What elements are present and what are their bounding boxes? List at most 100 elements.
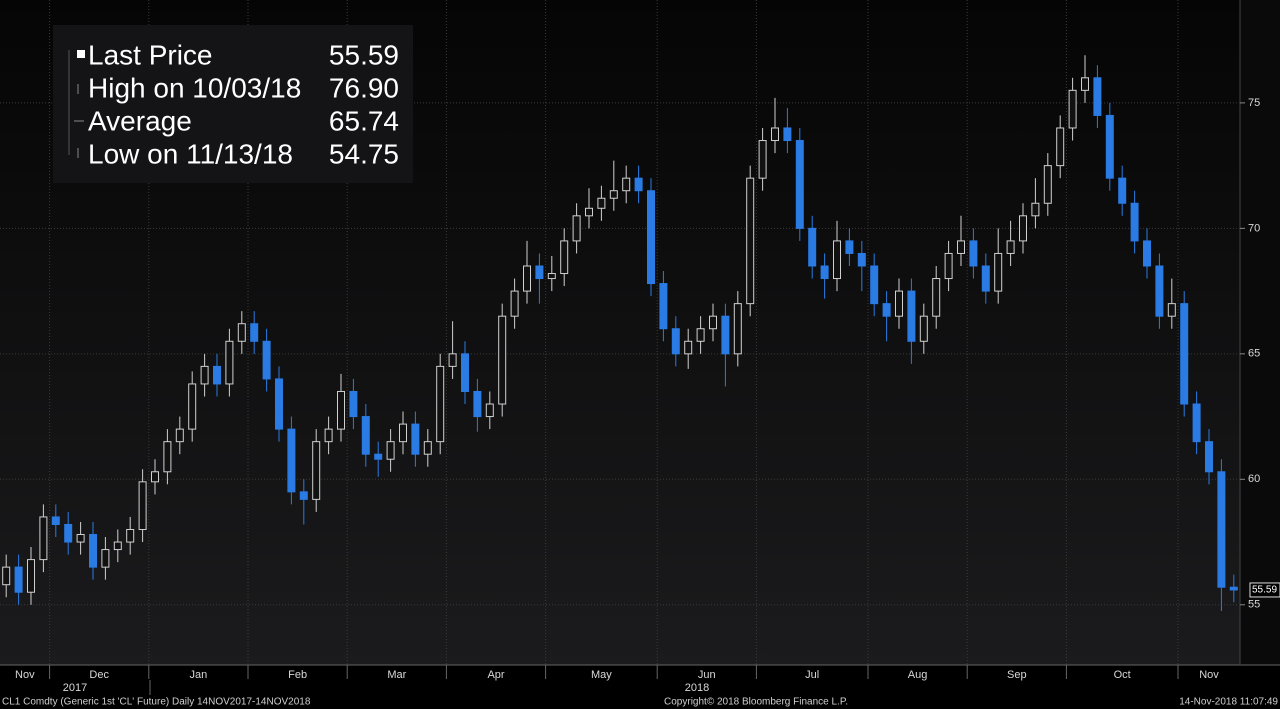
candle-body (795, 140, 804, 229)
candle-body (758, 140, 767, 179)
candle-body (535, 265, 544, 280)
legend-label: Low on 11/13/18 (88, 138, 293, 169)
candle-body (1019, 215, 1027, 242)
candle-body (39, 516, 48, 561)
candle-body (386, 441, 395, 460)
footer-left: CL1 Comdty (Generic 1st 'CL' Future) Dai… (2, 697, 311, 708)
candle-body (337, 390, 345, 430)
candle-body (783, 127, 792, 142)
y-tick-label: 55 (1248, 599, 1260, 611)
candle-body (771, 127, 779, 142)
candle-body (1081, 77, 1089, 91)
candle-body (461, 353, 469, 392)
candle-body (1143, 240, 1151, 267)
x-tick-label: Sep (1007, 669, 1027, 681)
candle-body (312, 441, 321, 500)
candle-body (250, 323, 259, 342)
candle-body (981, 265, 990, 292)
legend-label: High on 10/03/18 (88, 72, 301, 103)
candle-body (423, 441, 432, 455)
candle-body (895, 290, 903, 317)
candles (2, 55, 1238, 612)
candle-body (498, 315, 507, 405)
x-tick-label: Nov (15, 669, 35, 681)
y-tick-label: 60 (1248, 473, 1260, 485)
footer-center: Copyright© 2018 Bloomberg Finance L.P. (664, 697, 848, 708)
candle-body (262, 340, 271, 380)
legend-icon (77, 50, 85, 58)
candle-body (609, 190, 618, 199)
candle-body (1105, 114, 1114, 179)
candle-body (1068, 89, 1077, 129)
footer-right: 14-Nov-2018 11:07:49 (1179, 697, 1278, 708)
candle-body (1130, 202, 1139, 242)
candle-body (76, 534, 85, 543)
candle-body (696, 328, 705, 342)
candle-body (2, 566, 11, 586)
candle-body (64, 523, 73, 543)
candle-body (411, 423, 420, 455)
candle-body (448, 353, 457, 367)
candle-body (969, 240, 978, 267)
x-tick-label: Nov (1199, 669, 1219, 681)
candle-body (709, 315, 717, 330)
candle-body (1192, 403, 1201, 443)
candle-body (1217, 471, 1226, 588)
candle-body (151, 471, 159, 483)
candle-body (560, 240, 569, 275)
candle-body (1118, 177, 1127, 204)
candle-body (188, 383, 197, 430)
candle-body (374, 453, 383, 460)
candle-body (101, 549, 110, 568)
candle-body (597, 197, 606, 209)
legend-value: 65.74 (329, 105, 399, 136)
candle-body (957, 240, 965, 254)
legend-value: 54.75 (329, 138, 399, 169)
x-tick-label: Apr (487, 669, 504, 681)
y-tick-label: 70 (1248, 222, 1260, 234)
candle-body (1180, 303, 1189, 405)
candle-body (671, 328, 680, 355)
y-tick-label: 65 (1248, 348, 1260, 360)
candle-body (634, 177, 643, 192)
candle-body (213, 365, 221, 385)
candle-body (919, 315, 928, 342)
legend-value: 55.59 (329, 39, 399, 70)
candle-body (907, 290, 916, 342)
x-tick-label: Dec (89, 669, 109, 681)
candle-body (572, 215, 581, 242)
candle-body (1167, 303, 1176, 317)
footer-bar (0, 695, 1280, 709)
x-tick-label: Aug (908, 669, 928, 681)
candle-body (746, 177, 755, 305)
legend-box (53, 25, 413, 183)
candle-body (14, 566, 23, 593)
candle-body (1229, 586, 1238, 591)
candle-body (585, 207, 593, 217)
axes: 55 60 65 70 75 Nov Dec Jan Feb Mar Apr May Jun Jul Aug… (15, 97, 1280, 681)
candle-body (547, 273, 556, 280)
candle-body (126, 528, 135, 543)
candle-body (523, 265, 531, 292)
candle-body (1056, 127, 1065, 167)
candle-body (287, 428, 296, 493)
year-label: 2017 (63, 682, 87, 694)
candle-body (51, 516, 60, 525)
candle-body (647, 190, 655, 285)
last-price-tag (1249, 582, 1280, 598)
candle-body (237, 323, 246, 342)
candle-body (659, 283, 668, 330)
candle-body (932, 278, 941, 317)
candle-body (733, 303, 742, 355)
candle-body (833, 240, 841, 280)
candle-body (349, 390, 358, 418)
candle-body (138, 481, 147, 530)
candle-body (275, 378, 283, 430)
x-tick-label: Jan (190, 669, 208, 681)
x-tick-label: Jul (805, 669, 819, 681)
candle-body (175, 428, 184, 443)
last-price-label: 55.59 (1252, 585, 1277, 596)
candle-body (622, 177, 631, 192)
x-tick-label: May (591, 669, 612, 681)
